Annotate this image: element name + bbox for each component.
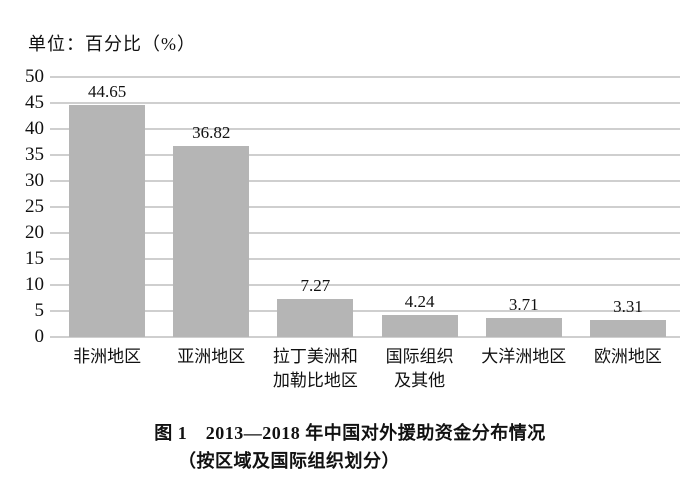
caption: 图 1 2013—2018 年中国对外援助资金分布情况 （按区域及国际组织划分） (0, 419, 700, 475)
bar-value-label: 3.31 (613, 296, 643, 316)
bar-column: 7.27 (263, 77, 367, 337)
caption-line-2: （按区域及国际组织划分） (178, 451, 400, 471)
bar-value-label: 36.82 (192, 122, 231, 142)
bar-value-label: 4.24 (404, 291, 435, 311)
category-label: 欧洲地区 (593, 347, 662, 366)
y-tick-label: 0 (34, 326, 45, 347)
y-tick-label: 20 (25, 222, 44, 243)
bar (69, 104, 146, 337)
y-tick-label: 45 (25, 92, 44, 113)
bar-column: 36.82 (159, 77, 263, 337)
caption-line-1: 图 1 2013—2018 年中国对外援助资金分布情况 (154, 423, 546, 443)
y-axis: 0 5 10 15 20 25 30 35 40 45 50 (0, 66, 45, 347)
gridline (50, 180, 680, 182)
gridline (50, 310, 680, 312)
category-label: 拉丁美洲和 加勒比地区 (272, 347, 358, 390)
gridline (50, 232, 680, 234)
bar-value-label: 44.65 (87, 81, 127, 101)
bar (381, 314, 458, 337)
gridline (50, 336, 680, 338)
y-tick-label: 40 (25, 118, 44, 139)
plot-area: 44.65 36.82 7.27 4.24 3.71 3.31 (50, 76, 680, 338)
bar (589, 319, 666, 337)
gridline (50, 258, 680, 260)
bar (173, 145, 250, 337)
unit-label: 单位：百分比（%） (28, 34, 196, 54)
gridline (50, 206, 680, 208)
y-tick-label: 50 (25, 66, 44, 87)
bar-value-label: 3.71 (508, 294, 539, 314)
x-axis-labels: 非洲地区 亚洲地区 拉丁美洲和 加勒比地区 国际组织 及其他 大洋洲地区 欧洲地区 (55, 345, 680, 393)
category-label: 大洋洲地区 (481, 347, 567, 366)
bar-column: 44.65 (55, 77, 159, 337)
bar (277, 299, 354, 337)
category-label: 非洲地区 (73, 347, 142, 366)
gridline (50, 128, 680, 130)
bar-column: 3.31 (576, 77, 680, 337)
gridline (50, 102, 680, 104)
category-label: 亚洲地区 (177, 347, 246, 366)
gridline (50, 76, 680, 78)
gridline (50, 154, 680, 156)
bar-column: 4.24 (368, 77, 472, 337)
y-tick-label: 5 (34, 300, 45, 321)
y-tick-label: 10 (25, 274, 44, 295)
bar (485, 317, 562, 337)
category-label: 国际组织 及其他 (385, 347, 454, 390)
bars-row: 44.65 36.82 7.27 4.24 3.71 3.31 (55, 77, 680, 337)
y-tick-label: 25 (25, 196, 44, 217)
bar-value-label: 7.27 (300, 276, 331, 296)
y-tick-label: 15 (25, 248, 44, 269)
bar-column: 3.71 (472, 77, 576, 337)
y-tick-label: 35 (25, 144, 44, 165)
y-tick-label: 30 (25, 170, 44, 191)
gridline (50, 284, 680, 286)
